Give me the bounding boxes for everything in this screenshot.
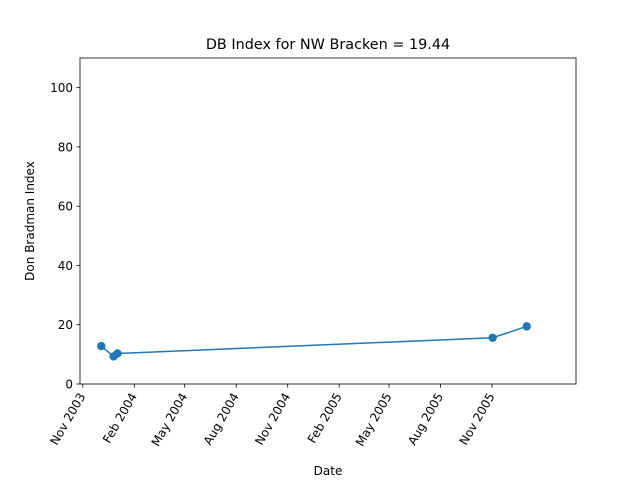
x-tick-label: Feb 2004 — [100, 391, 140, 446]
y-tick-label: 20 — [58, 318, 73, 332]
data-point — [97, 341, 106, 351]
y-tick-label: 80 — [58, 140, 73, 154]
x-tick-label: Nov 2003 — [47, 391, 88, 448]
y-tick-label: 0 — [65, 378, 73, 392]
series-line — [100, 325, 527, 358]
x-tick-label: Nov 2005 — [457, 391, 498, 448]
data-point — [522, 322, 531, 331]
y-axis-label: Don Bradman Index — [23, 161, 37, 281]
y-tick-label: 60 — [58, 200, 73, 214]
plot-frame — [79, 57, 577, 385]
x-axis-label: Date — [314, 464, 343, 478]
x-tick-label: Feb 2005 — [305, 391, 345, 446]
x-tick-label: Aug 2005 — [405, 391, 446, 448]
x-tick-label: Nov 2004 — [252, 391, 293, 448]
x-tick-label: May 2004 — [149, 391, 191, 449]
x-tick-label: Aug 2004 — [201, 391, 242, 448]
data-point — [488, 333, 497, 342]
data-point — [113, 349, 122, 358]
chart-title: DB Index for NW Bracken = 19.44 — [206, 37, 450, 53]
y-tick-label: 40 — [58, 259, 73, 273]
y-tick-label: 100 — [50, 81, 73, 95]
x-tick-label: May 2005 — [353, 391, 395, 449]
